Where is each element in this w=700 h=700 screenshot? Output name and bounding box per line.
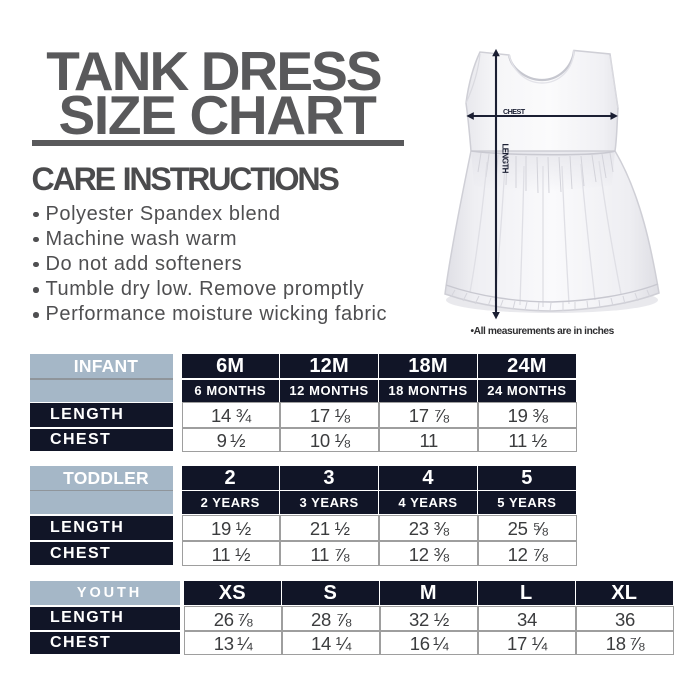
svg-text:CHEST: CHEST xyxy=(503,107,526,116)
svg-text:LENGTH: LENGTH xyxy=(501,144,510,174)
